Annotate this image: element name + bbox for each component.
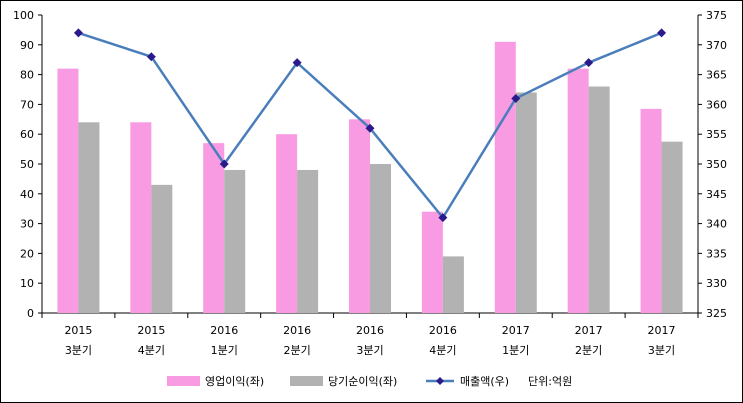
y-right-tick-label: 340 bbox=[706, 218, 727, 231]
x-tick-label-year: 2016 bbox=[210, 324, 238, 337]
bar-net-income bbox=[442, 256, 464, 313]
y-left-tick-label: 60 bbox=[20, 128, 34, 141]
x-tick-label-quarter: 3분기 bbox=[648, 344, 675, 357]
legend: 영업이익(좌) 당기순이익(좌) 매출액(우) 단위:억원 bbox=[167, 375, 572, 388]
x-tick-label-year: 2017 bbox=[502, 324, 530, 337]
legend-label-net-income: 당기순이익(좌) bbox=[328, 375, 397, 388]
x-tick-label-year: 2017 bbox=[575, 324, 603, 337]
legend-label-operating-profit: 영업이익(좌) bbox=[205, 375, 264, 388]
bar-operating-profit bbox=[567, 68, 589, 313]
bar-net-income bbox=[297, 169, 319, 313]
bars bbox=[57, 41, 683, 314]
x-tick-label-quarter: 2분기 bbox=[283, 344, 310, 357]
bar-net-income bbox=[224, 169, 246, 313]
y-left-tick-label: 50 bbox=[20, 158, 34, 171]
y-right-tick-label: 370 bbox=[706, 39, 727, 52]
y-left-tick-label: 20 bbox=[20, 247, 34, 260]
x-tick-label-quarter: 4분기 bbox=[429, 344, 456, 357]
bar-operating-profit bbox=[421, 211, 443, 313]
x-tick-label-quarter: 1분기 bbox=[211, 344, 238, 357]
unit-label: 단위:억원 bbox=[528, 375, 572, 388]
revenue-point bbox=[511, 93, 521, 103]
revenue-line bbox=[73, 28, 667, 223]
revenue-point bbox=[146, 52, 156, 62]
bar-net-income bbox=[78, 122, 100, 313]
y-right-tick-label: 330 bbox=[706, 277, 727, 290]
x-tick-label-year: 2015 bbox=[137, 324, 165, 337]
bar-net-income bbox=[370, 164, 391, 313]
x-tick-label-year: 2015 bbox=[64, 324, 92, 337]
legend-swatch-net-income bbox=[290, 376, 323, 386]
bar-operating-profit bbox=[349, 119, 370, 313]
bar-operating-profit bbox=[203, 143, 225, 313]
y-right-tick-label: 325 bbox=[706, 307, 727, 320]
bar-operating-profit bbox=[494, 41, 516, 313]
x-tick-label-quarter: 3분기 bbox=[356, 344, 383, 357]
y-left-tick-label: 100 bbox=[13, 9, 34, 22]
y-left-tick-label: 80 bbox=[20, 69, 34, 82]
revenue-point bbox=[365, 123, 375, 133]
y-left-tick-label: 30 bbox=[20, 218, 34, 231]
bar-operating-profit bbox=[640, 108, 662, 314]
revenue-point bbox=[73, 28, 83, 38]
bar-net-income bbox=[588, 86, 610, 314]
bar-operating-profit bbox=[276, 134, 298, 313]
y-right-tick-label: 360 bbox=[706, 98, 727, 111]
legend-swatch-operating-profit bbox=[167, 376, 200, 386]
y-left-tick-label: 40 bbox=[20, 188, 34, 201]
axes: 0 10 20 30 40 50 60 70 80 90 100 325 330 335 340 345 350… bbox=[13, 9, 727, 357]
bar-net-income bbox=[151, 184, 173, 313]
revenue-point bbox=[657, 28, 667, 38]
y-left-tick-label: 70 bbox=[20, 98, 34, 111]
y-left-tick-label: 0 bbox=[27, 307, 34, 320]
x-tick-label-quarter: 3분기 bbox=[65, 344, 92, 357]
x-tick-label-quarter: 4분기 bbox=[138, 344, 165, 357]
legend-marker-revenue bbox=[436, 377, 444, 385]
x-tick-label-quarter: 2분기 bbox=[575, 344, 602, 357]
x-tick-label-year: 2016 bbox=[283, 324, 311, 337]
legend-label-revenue: 매출액(우) bbox=[460, 375, 509, 388]
bar-net-income bbox=[661, 141, 683, 313]
y-left-tick-label: 90 bbox=[20, 39, 34, 52]
y-right-tick-label: 365 bbox=[706, 69, 727, 82]
x-tick-label-year: 2017 bbox=[648, 324, 676, 337]
y-right-tick-label: 345 bbox=[706, 188, 727, 201]
x-tick-label-year: 2016 bbox=[356, 324, 384, 337]
x-tick-label-quarter: 1분기 bbox=[502, 344, 529, 357]
y-right-tick-label: 350 bbox=[706, 158, 727, 171]
revenue-point bbox=[292, 58, 302, 68]
x-tick-label-year: 2016 bbox=[429, 324, 457, 337]
y-left-tick-label: 10 bbox=[20, 277, 34, 290]
revenue-point bbox=[584, 58, 594, 68]
revenue-point bbox=[438, 213, 448, 223]
bar-net-income bbox=[515, 92, 537, 313]
revenue-point bbox=[219, 159, 229, 169]
bar-operating-profit bbox=[57, 68, 79, 313]
y-right-tick-label: 335 bbox=[706, 247, 727, 260]
y-right-tick-label: 375 bbox=[706, 9, 727, 22]
y-right-tick-label: 355 bbox=[706, 128, 727, 141]
bar-operating-profit bbox=[130, 122, 152, 313]
